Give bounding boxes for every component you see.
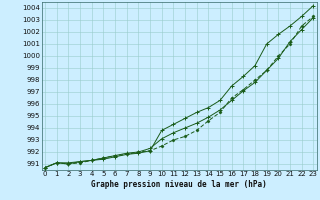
X-axis label: Graphe pression niveau de la mer (hPa): Graphe pression niveau de la mer (hPa) [91,180,267,189]
